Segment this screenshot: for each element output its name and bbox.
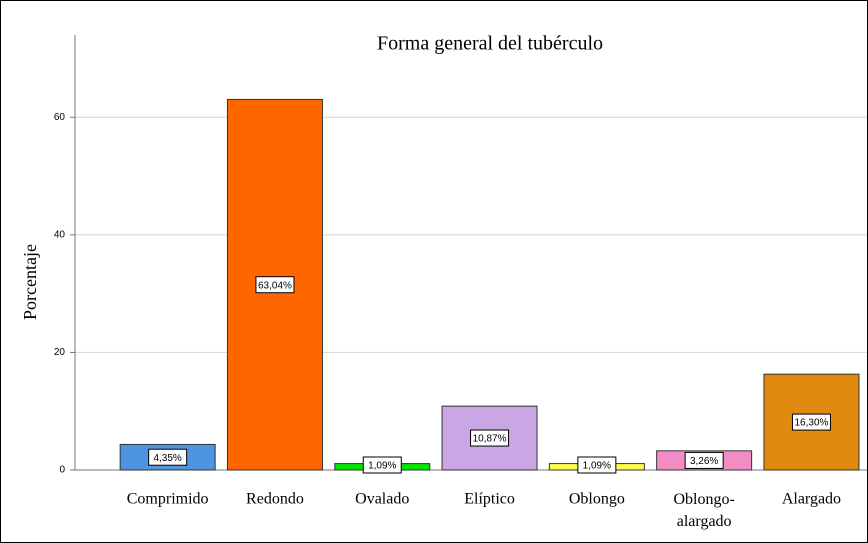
value-label-box [684,451,724,469]
value-label-box [791,413,831,431]
x-tick-label: Elíptico [464,491,515,508]
x-tick-label: Redondo [246,491,304,508]
value-label: 16,30% [794,418,828,429]
value-label-box [255,276,295,294]
x-tick-label-line: alargado [677,513,732,530]
y-axis-label: Porcentaje [20,244,40,320]
value-label-box [362,456,402,474]
x-tick-label: Oblongo-alargado [673,491,734,530]
y-tick-label: 20 [54,347,66,358]
value-label: 1,09% [583,461,611,472]
value-label: 3,26% [690,456,718,467]
y-tick-label: 40 [54,230,66,241]
y-tick-label: 60 [54,112,66,123]
value-label: 4,35% [153,453,181,464]
value-label: 1,09% [368,461,396,472]
value-label-box [470,429,510,447]
y-tick-label: 0 [59,465,65,476]
value-label-box [148,448,188,466]
x-tick-label: Alargado [782,491,841,508]
x-tick-label-line: Oblongo- [673,491,734,508]
value-label: 63,04% [258,280,292,291]
value-label: 10,87% [473,434,507,445]
chart-title: Forma general del tubérculo [377,33,603,55]
x-tick-label: Ovalado [355,491,409,508]
value-label-box [577,456,617,474]
x-tick-label: Oblongo [569,491,625,508]
x-tick-label: Comprimido [127,491,209,508]
